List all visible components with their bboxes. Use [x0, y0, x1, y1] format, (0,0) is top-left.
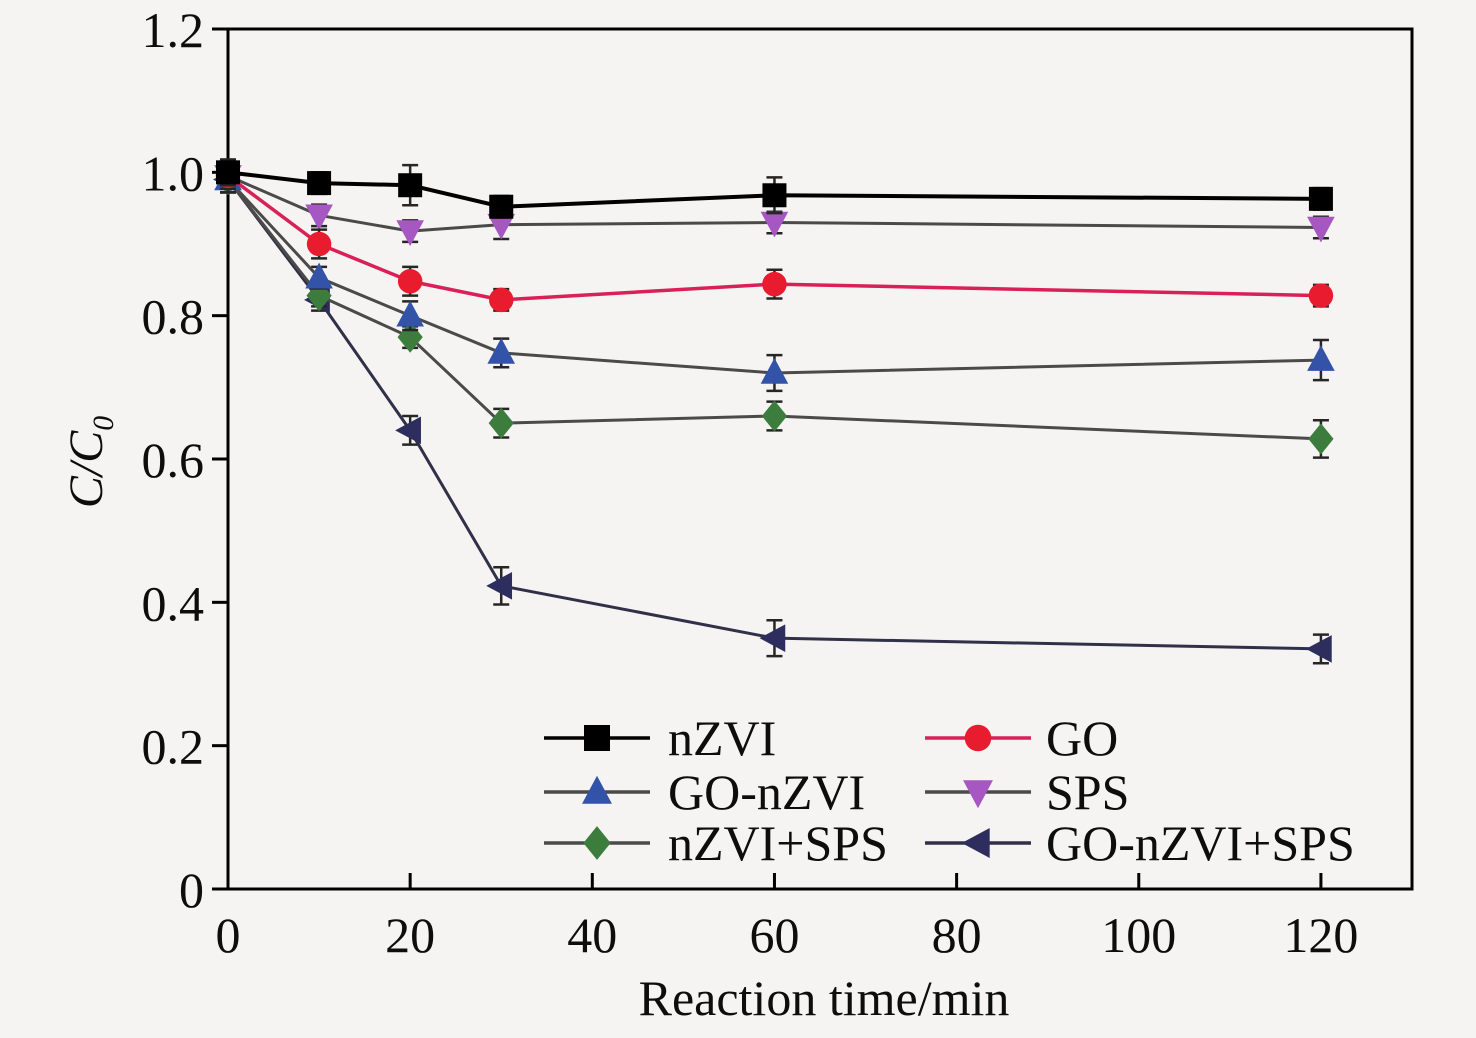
data-point-marker-SPS	[487, 213, 516, 240]
series-line-GO	[226, 174, 1323, 302]
legend-label: nZVI+SPS	[668, 815, 888, 871]
data-point-marker-nZVI	[762, 183, 787, 208]
data-point-marker-SPS	[1307, 216, 1335, 243]
data-point-marker-GO-nZVI+SPS	[486, 572, 513, 600]
x-tick-label: 120	[1283, 907, 1358, 963]
y-tick-label: 0.6	[142, 432, 205, 488]
legend-label: GO-nZVI+SPS	[1046, 815, 1355, 871]
data-point-marker-nZVI	[489, 194, 514, 219]
legend-item-SPS: SPS	[925, 764, 1129, 820]
y-axis-ticks: 0 0.2 0.4 0.6 0.8 1.0 1.2	[142, 2, 228, 918]
x-tick-label: 0	[216, 907, 241, 963]
y-tick-label: 0.2	[142, 719, 205, 775]
legend-item-GO: GO	[925, 710, 1118, 766]
data-point-marker-nZVI+SPS	[397, 321, 423, 353]
legend-label: GO-nZVI	[668, 764, 865, 820]
data-point-marker-nZVI	[216, 160, 240, 185]
series-nZVI	[216, 158, 1333, 219]
legend-marker-GO	[964, 724, 992, 752]
legend-marker-GO-nZVI	[582, 775, 612, 804]
plot-frame	[226, 27, 1414, 891]
data-point-marker-GO-nZVI	[760, 358, 789, 384]
series-line-SPS	[226, 174, 1323, 233]
legend-label: SPS	[1046, 764, 1129, 820]
legend: nZVI GO GO-nZVI SPS nZVI+SPS GO-nZVI+SPS	[544, 710, 1355, 871]
data-point-marker-GO	[1308, 283, 1334, 308]
data-point-marker-SPS	[305, 204, 333, 231]
data-point-marker-nZVI+SPS	[488, 407, 514, 439]
data-point-marker-GO	[488, 287, 514, 313]
data-point-marker-nZVI	[398, 173, 423, 198]
y-tick-label: 0.8	[142, 289, 205, 345]
legend-marker-GO-nZVI+SPS	[961, 828, 990, 858]
data-point-marker-SPS	[760, 211, 789, 238]
series-GO-nZVI	[214, 164, 1335, 393]
legend-item-GO-nZVI: GO-nZVI	[544, 764, 865, 820]
data-point-marker-nZVI+SPS	[761, 400, 788, 432]
data-point-marker-SPS	[396, 220, 424, 247]
series-line-GO-nZVI+SPS	[226, 178, 1323, 651]
legend-item-nZVI+SPS: nZVI+SPS	[544, 815, 888, 871]
data-point-marker-GO-nZVI	[305, 262, 333, 289]
legend-marker-SPS	[963, 780, 993, 809]
y-axis-title-main: C/C	[60, 430, 114, 509]
data-point-marker-GO-nZVI+SPS	[1305, 635, 1332, 663]
series-line-nZVI+SPS	[226, 178, 1323, 441]
data-point-marker-nZVI+SPS	[1308, 423, 1334, 455]
data-point-marker-GO-nZVI	[1307, 345, 1335, 371]
x-tick-label: 60	[749, 907, 799, 963]
data-point-marker-GO-nZVI+SPS	[395, 416, 421, 445]
data-point-marker-GO-nZVI	[487, 337, 516, 364]
x-tick-label: 80	[932, 907, 982, 963]
data-point-marker-nZVI+SPS	[306, 280, 332, 312]
x-tick-label: 20	[385, 907, 435, 963]
x-axis-ticks: 0 20 40 60 80 100 120	[216, 873, 1358, 963]
data-point-marker-nZVI	[1308, 186, 1333, 211]
y-tick-label: 1.0	[142, 145, 205, 201]
legend-label: nZVI	[668, 710, 776, 766]
y-tick-label: 1.2	[142, 2, 205, 58]
y-axis-title: C/C0	[59, 416, 121, 508]
legend-item-GO-nZVI+SPS: GO-nZVI+SPS	[925, 815, 1355, 871]
legend-label: GO	[1046, 710, 1118, 766]
series-line-GO-nZVI	[226, 178, 1323, 375]
legend-marker-nZVI	[584, 725, 610, 751]
x-tick-label: 40	[567, 907, 617, 963]
y-tick-label: 0.4	[142, 575, 205, 631]
data-point-marker-GO-nZVI+SPS	[759, 624, 786, 652]
series-line-nZVI	[226, 170, 1323, 209]
data-point-marker-GO	[397, 269, 423, 294]
legend-marker-nZVI+SPS	[583, 826, 611, 860]
data-point-marker-GO	[762, 271, 787, 297]
data-point-marker-nZVI	[307, 171, 332, 196]
series-SPS	[214, 161, 1335, 247]
legend-item-nZVI: nZVI	[544, 710, 776, 766]
x-axis-title: Reaction time/min	[638, 970, 1010, 1026]
y-axis-title-subscript: 0	[86, 415, 120, 431]
data-point-marker-GO	[306, 231, 332, 257]
data-point-marker-GO-nZVI	[396, 300, 424, 327]
x-tick-label: 100	[1101, 907, 1176, 963]
y-tick-label: 0	[179, 862, 204, 918]
